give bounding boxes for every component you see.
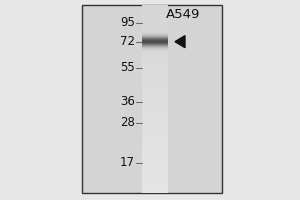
Text: 72: 72 <box>120 35 135 48</box>
Text: A549: A549 <box>166 8 200 21</box>
Bar <box>82 5 222 193</box>
Text: 36: 36 <box>120 95 135 108</box>
Polygon shape <box>175 36 185 48</box>
Text: 55: 55 <box>120 61 135 74</box>
Text: 17: 17 <box>120 156 135 169</box>
Text: 28: 28 <box>120 116 135 129</box>
Text: 95: 95 <box>120 16 135 29</box>
